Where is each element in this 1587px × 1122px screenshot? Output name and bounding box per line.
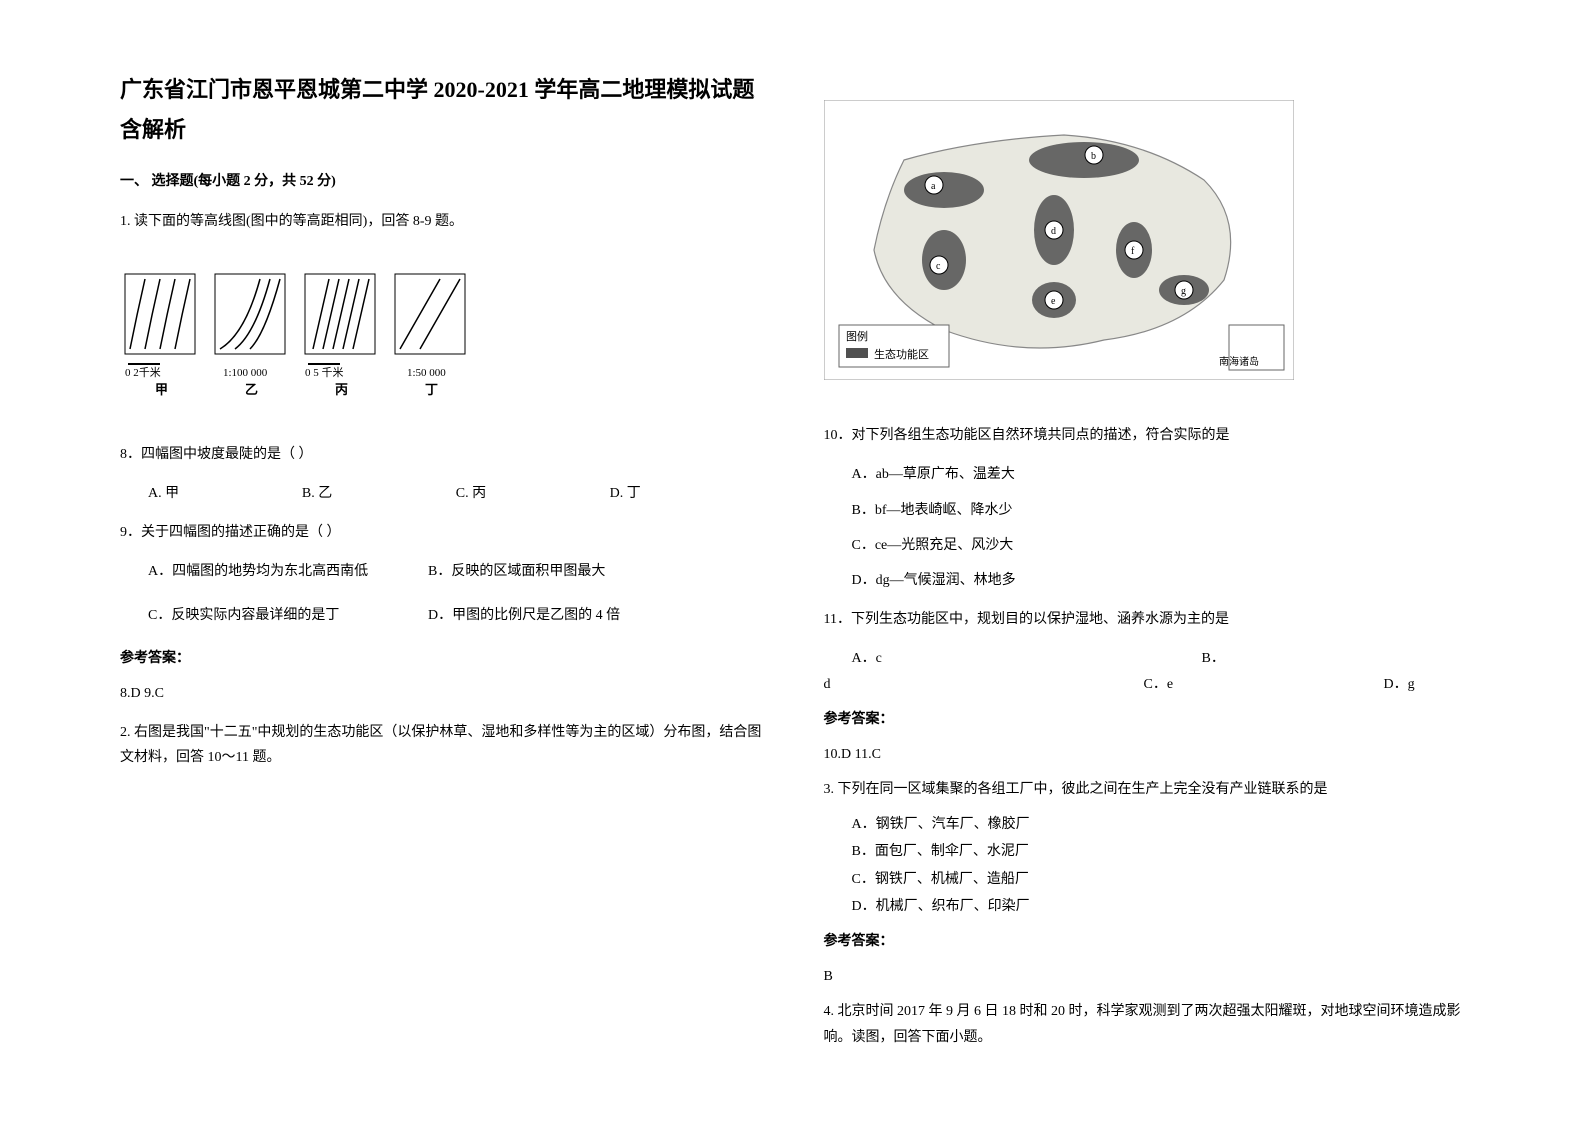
q11-choices-row1: A．c B． xyxy=(824,646,1468,671)
answer-label-3: 参考答案： xyxy=(824,929,1468,954)
scale-ding: 1:50 000 xyxy=(407,367,446,379)
q9-choice-a: A．四幅图的地势均为东北高西南低 xyxy=(148,559,428,584)
answer-2: 10.D 11.C xyxy=(824,742,1468,767)
china-map-figure: a b c d e f g 图例 生态功能区 南海诸岛 xyxy=(824,100,1294,380)
scale-yi: 1:100 000 xyxy=(223,367,268,379)
answer-3: B xyxy=(824,964,1468,989)
q8-text: 8．四幅图中坡度最陡的是（ ） xyxy=(120,442,764,467)
q2-intro: 2. 右图是我国"十二五"中规划的生态功能区（以保护林草、湿地和多样性等为主的区… xyxy=(120,720,764,770)
q9-choice-b: B．反映的区域面积甲图最大 xyxy=(428,559,708,584)
q9-choice-d: D．甲图的比例尺是乙图的 4 倍 xyxy=(428,603,708,628)
scale-jia: 0 2千米 xyxy=(125,366,161,379)
label-bing: 丙 xyxy=(335,382,348,397)
contour-figure: 0 2千米 甲 1:100 000 乙 0 5 千米 xyxy=(120,269,480,399)
q11-choice-a: A．c xyxy=(824,646,1202,671)
q8-choice-c: C. 丙 xyxy=(456,481,610,506)
label-ding: 丁 xyxy=(425,382,438,397)
q11-text: 11．下列生态功能区中，规划目的以保护湿地、涵养水源为主的是 xyxy=(824,607,1468,632)
svg-text:b: b xyxy=(1091,151,1096,162)
q9-text: 9．关于四幅图的描述正确的是（ ） xyxy=(120,520,764,545)
q10-choice-c: C．ce—光照充足、风沙大 xyxy=(824,533,1468,558)
svg-text:e: e xyxy=(1051,296,1056,307)
q3-choice-b: B．面包厂、制伞厂、水泥厂 xyxy=(824,839,1468,864)
q11-choice-d: D．g xyxy=(1384,672,1415,697)
q8-choice-b: B. 乙 xyxy=(302,481,456,506)
q8-choice-d: D. 丁 xyxy=(610,481,764,506)
svg-text:g: g xyxy=(1181,286,1186,297)
q8-choices: A. 甲 B. 乙 C. 丙 D. 丁 xyxy=(120,481,764,506)
scale-bing: 0 5 千米 xyxy=(305,366,344,379)
q10-choice-d: D．dg—气候湿润、林地多 xyxy=(824,568,1468,593)
q3-text: 3. 下列在同一区域集聚的各组工厂中，彼此之间在生产上完全没有产业链联系的是 xyxy=(824,777,1468,802)
q11-choice-b-pre: B． xyxy=(1202,646,1225,671)
label-yi: 乙 xyxy=(245,382,258,397)
q8-choice-a: A. 甲 xyxy=(148,481,302,506)
section-heading: 一、 选择题(每小题 2 分，共 52 分) xyxy=(120,169,764,194)
svg-text:c: c xyxy=(936,261,941,272)
svg-text:a: a xyxy=(931,181,936,192)
q11-choice-c: C．e xyxy=(1144,672,1384,697)
answer-label-1: 参考答案： xyxy=(120,646,764,671)
answer-1: 8.D 9.C xyxy=(120,681,764,706)
svg-text:d: d xyxy=(1051,226,1056,237)
q1-intro: 1. 读下面的等高线图(图中的等高距相同)，回答 8-9 题。 xyxy=(120,209,764,234)
doc-title: 广东省江门市恩平恩城第二中学 2020-2021 学年高二地理模拟试题含解析 xyxy=(120,70,764,149)
q3-choice-d: D．机械厂、织布厂、印染厂 xyxy=(824,894,1468,919)
legend-item: 生态功能区 xyxy=(874,347,929,361)
q9-choices-row2: C．反映实际内容最详细的是丁 D．甲图的比例尺是乙图的 4 倍 xyxy=(120,603,764,636)
q10-text: 10．对下列各组生态功能区自然环境共同点的描述，符合实际的是 xyxy=(824,423,1468,448)
q9-choices-row1: A．四幅图的地势均为东北高西南低 B．反映的区域面积甲图最大 xyxy=(120,559,764,592)
south-sea-label: 南海诸岛 xyxy=(1219,355,1259,368)
label-jia: 甲 xyxy=(155,382,168,397)
legend-title: 图例 xyxy=(846,329,868,343)
q3-choice-c: C．钢铁厂、机械厂、造船厂 xyxy=(824,867,1468,892)
q10-choice-a: A．ab—草原广布、温差大 xyxy=(824,462,1468,487)
q4-text: 4. 北京时间 2017 年 9 月 6 日 18 时和 20 时，科学家观测到… xyxy=(824,999,1468,1049)
q11-choice-d-wrap: d xyxy=(824,672,1144,697)
answer-label-2: 参考答案： xyxy=(824,707,1468,732)
q11-choices-row2: d C．e D．g xyxy=(824,672,1468,697)
q3-choice-a: A．钢铁厂、汽车厂、橡胶厂 xyxy=(824,812,1468,837)
q9-choice-c: C．反映实际内容最详细的是丁 xyxy=(148,603,428,628)
q10-choice-b: B．bf—地表崎岖、降水少 xyxy=(824,498,1468,523)
